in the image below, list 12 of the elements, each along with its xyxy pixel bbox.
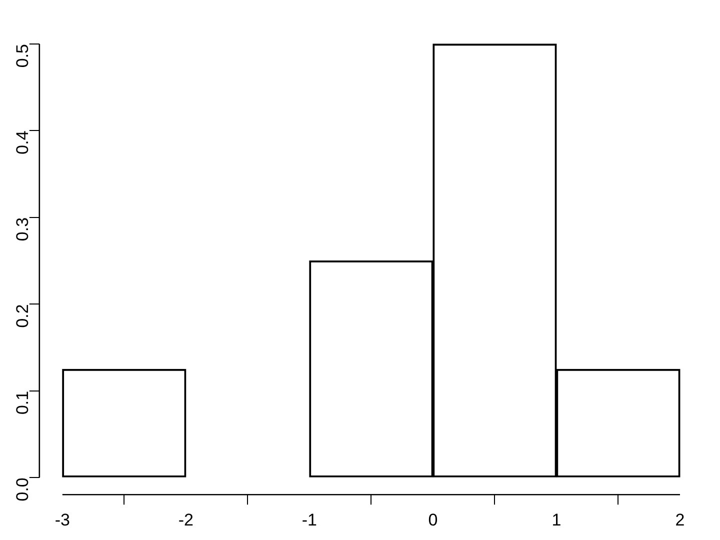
x-tick-label: 0	[428, 510, 438, 530]
x-tick-label: 1	[552, 510, 562, 530]
y-tick-label: 0.0	[13, 478, 32, 502]
x-tick-label: -3	[54, 510, 70, 530]
y-tick-label: 0.3	[13, 217, 32, 242]
x-tick-label: 2	[675, 510, 685, 530]
y-tick-label: 0.4	[13, 130, 32, 154]
y-tick-label: 0.2	[13, 304, 32, 328]
y-tick-label: 0.5	[13, 44, 32, 68]
x-tick-label: -2	[178, 510, 194, 530]
x-tick-label: -1	[302, 510, 318, 530]
y-tick-label: 0.1	[13, 390, 32, 415]
